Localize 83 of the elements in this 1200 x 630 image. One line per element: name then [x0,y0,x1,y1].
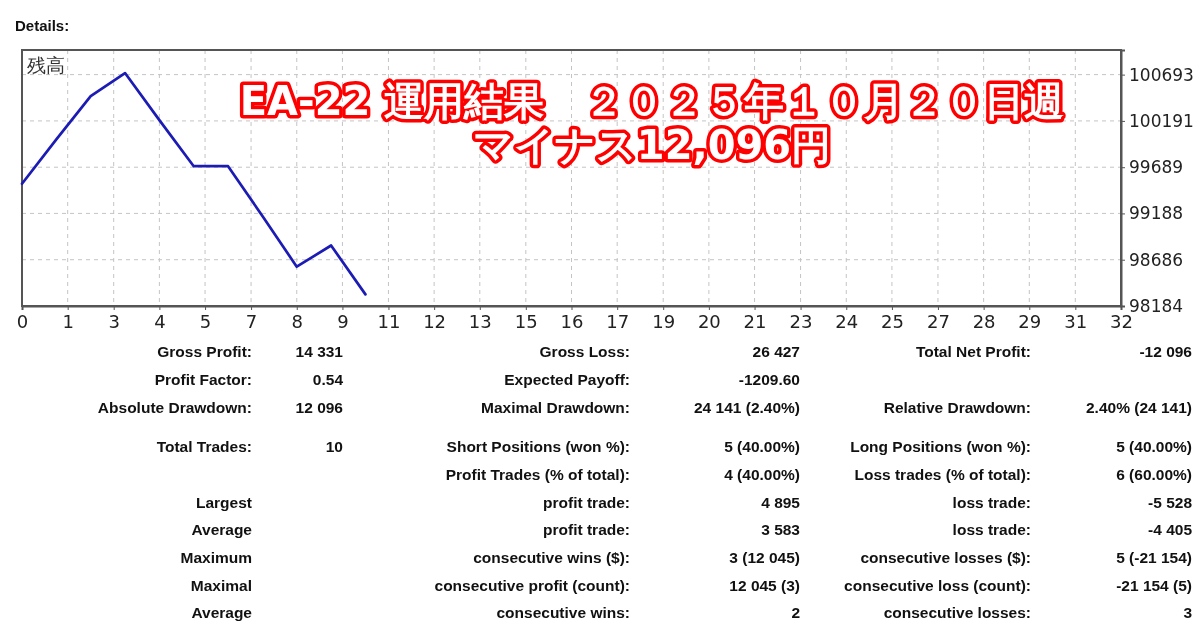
text: profit trade: [543,521,630,538]
text: Profit Trades (% of total): [445,466,630,483]
x-tick-label: 16 [560,310,584,332]
text: 5 (40.00%) [724,438,800,455]
text: -5 528 [1148,494,1193,511]
text: profit trade: [543,494,630,511]
text: Maximal Drawdown: [481,399,630,416]
text: 4 895 [761,494,801,511]
x-tick-label: 20 [697,310,721,332]
x-tick-label: 3 [108,310,120,332]
x-tick-label: 15 [514,310,538,332]
text: 5 (-21 154) [1116,549,1192,566]
x-tick-label: 28 [972,310,996,332]
text: 10 [325,438,343,455]
text: Total Net Profit: [915,343,1031,360]
text: consecutive losses ($): [860,549,1031,566]
x-tick-label: 23 [789,310,813,332]
text: consecutive wins ($): [473,549,630,566]
x-tick-label: 13 [468,310,492,332]
x-tick-label: 5 [199,310,212,332]
x-tick-label: 7 [245,310,258,332]
text: 2 [791,604,800,621]
text: -1209.60 [738,371,800,388]
x-tick-label: 0 [16,310,29,332]
text: 12 096 [295,399,344,416]
text: Average [191,604,253,621]
text: loss trade: [952,494,1031,511]
text: Profit Factor: [154,371,252,388]
text: 24 141 (2.40%) [694,399,800,416]
text: 3 583 [761,521,801,538]
text: Details: [15,17,70,34]
text: 12 045 (3) [729,577,800,594]
text: 14 331 [295,343,344,360]
text: Maximum [180,549,252,566]
x-tick-label: 29 [1018,310,1042,332]
text: consecutive loss (count): [844,577,1031,594]
y-tick-label: 98184 [1129,295,1184,316]
x-tick-label: 21 [743,310,767,332]
text: Maximal [190,577,252,594]
x-tick-label: 4 [154,310,166,332]
x-tick-label: 8 [291,310,303,332]
text: Total Trades: [156,438,252,455]
text: 3 (12 045) [729,549,800,566]
y-tick-label: 100693 [1129,64,1194,85]
text: 0.54 [312,371,344,388]
x-tick-label: 27 [926,310,950,332]
x-tick-label: 24 [835,310,859,332]
y-tick-label: 100191 [1129,110,1194,131]
text: Relative Drawdown: [883,399,1031,416]
text: Loss trades (% of total): [854,466,1031,483]
text: 3 [1183,604,1193,621]
text: -12 096 [1139,343,1193,360]
x-tick-label: 17 [606,310,630,332]
text: 5 (40.00%) [1116,438,1192,455]
text: Gross Loss: [539,343,630,360]
text: Expected Payoff: [504,371,630,388]
text: Long Positions (won %): [850,438,1031,455]
x-tick-label: 1 [62,310,74,332]
text: 4 (40.00%) [724,466,800,483]
x-tick-label: 31 [1064,310,1088,332]
text: Short Positions (won %): [446,438,630,455]
text: consecutive losses: [883,604,1031,621]
x-tick-label: 12 [423,310,447,332]
text: consecutive profit (count): [434,577,630,594]
text: 6 (60.00%) [1116,466,1192,483]
text: loss trade: [952,521,1031,538]
text: Gross Profit: [157,343,252,360]
text: -4 405 [1148,521,1193,538]
y-tick-label: 98686 [1129,249,1184,270]
x-tick-label: 19 [652,310,676,332]
y-tick-label: 99188 [1129,203,1184,224]
text: 2.40% (24 141) [1086,399,1192,416]
text: consecutive wins: [496,604,630,621]
text: -21 154 (5) [1116,577,1192,594]
y-axis-title: 残高 [27,54,65,76]
y-tick-label: 99689 [1129,157,1184,178]
text: Largest [196,494,252,511]
text: Average [191,521,253,538]
text: Absolute Drawdown: [97,399,252,416]
x-tick-label: 11 [377,310,401,332]
x-tick-label: 25 [880,310,904,332]
text: 26 427 [752,343,800,360]
x-tick-label: 9 [337,310,349,332]
